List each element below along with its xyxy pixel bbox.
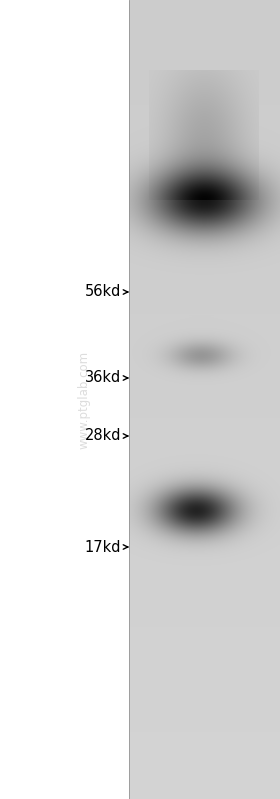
Text: www.ptglab.com: www.ptglab.com xyxy=(78,351,90,448)
Text: 56kd: 56kd xyxy=(85,284,128,300)
Text: 17kd: 17kd xyxy=(85,539,128,555)
Text: 28kd: 28kd xyxy=(85,428,128,443)
Text: 36kd: 36kd xyxy=(85,371,128,385)
